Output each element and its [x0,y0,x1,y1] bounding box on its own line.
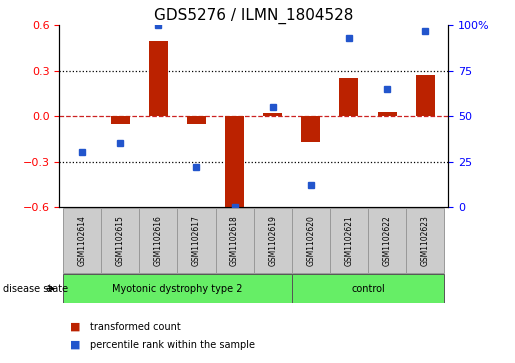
Text: ■: ■ [70,322,80,332]
Bar [330,208,368,273]
Text: GSM1102621: GSM1102621 [345,215,353,266]
Bar [406,208,444,273]
Bar [292,274,444,303]
Bar [215,208,253,273]
Bar [139,208,177,273]
Text: GSM1102614: GSM1102614 [78,215,87,266]
Bar [416,75,435,116]
Text: percentile rank within the sample: percentile rank within the sample [90,340,255,350]
Bar [253,208,292,273]
Text: ■: ■ [70,340,80,350]
Bar [292,208,330,273]
Text: GSM1102615: GSM1102615 [116,215,125,266]
Bar [377,112,397,116]
Bar [111,116,130,124]
Bar [339,78,358,116]
Bar [301,116,320,142]
Bar [63,274,292,303]
Title: GDS5276 / ILMN_1804528: GDS5276 / ILMN_1804528 [154,8,353,24]
Text: control: control [351,284,385,294]
Bar [187,116,206,124]
Text: GSM1102616: GSM1102616 [154,215,163,266]
Text: GSM1102617: GSM1102617 [192,215,201,266]
Bar [263,113,282,116]
Bar [225,116,244,210]
Bar [63,208,101,273]
Bar [368,208,406,273]
Bar [177,208,215,273]
Text: disease state: disease state [3,284,67,294]
Text: GSM1102622: GSM1102622 [383,215,391,266]
Text: GSM1102618: GSM1102618 [230,215,239,266]
Text: Myotonic dystrophy type 2: Myotonic dystrophy type 2 [112,284,243,294]
Text: GSM1102620: GSM1102620 [306,215,315,266]
Text: GSM1102623: GSM1102623 [421,215,430,266]
Text: GSM1102619: GSM1102619 [268,215,277,266]
Text: transformed count: transformed count [90,322,181,332]
Bar [149,41,168,116]
Bar [101,208,139,273]
